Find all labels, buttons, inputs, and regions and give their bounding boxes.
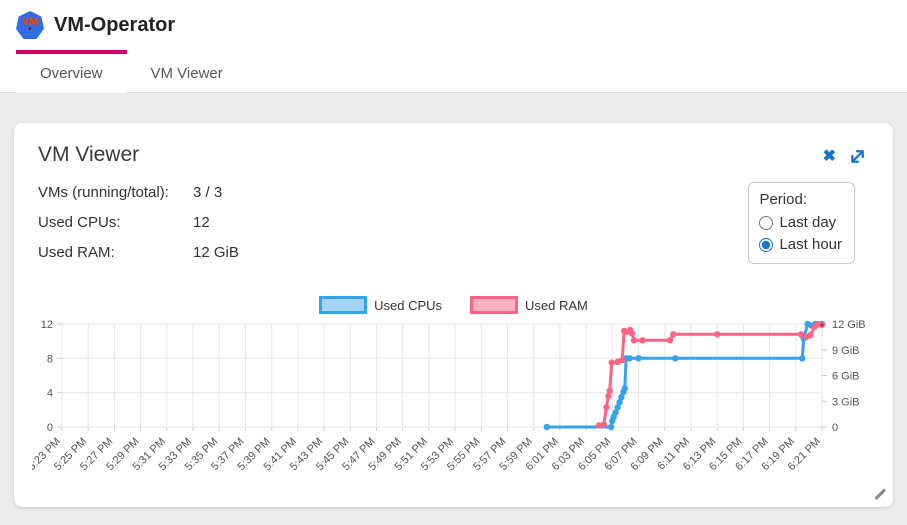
resize-handle-icon: [874, 488, 886, 500]
app-title: VM-Operator: [54, 13, 176, 36]
period-label: Period:: [759, 191, 807, 208]
tab-overview-label: Overview: [40, 64, 103, 82]
svg-text:4: 4: [47, 388, 53, 400]
period-option-last-day[interactable]: Last day: [759, 214, 842, 231]
stats-and-period-row: VMs (running/total): 3 / 3 Used CPUs: 12…: [38, 182, 869, 274]
stat-cpus-value: 12: [193, 214, 210, 231]
used-ram-legend-label: Used RAM: [525, 297, 588, 313]
expand-button[interactable]: [846, 145, 869, 168]
logo-text: VM: [21, 16, 39, 28]
last-hour-label: Last hour: [779, 236, 842, 253]
tab-overview[interactable]: Overview: [16, 50, 127, 93]
usage-chart-canvas: 5:23 PM5:25 PM5:27 PM5:29 PM5:31 PM5:33 …: [26, 319, 866, 473]
tab-vm-viewer[interactable]: VM Viewer: [126, 50, 247, 92]
svg-text:0: 0: [832, 422, 838, 434]
resize-handle[interactable]: [872, 486, 888, 502]
stat-vms-label: VMs (running/total):: [38, 184, 169, 201]
page-content: VM Viewer ✖: [0, 93, 907, 507]
expand-icon: [851, 150, 864, 163]
vm-viewer-card: VM Viewer ✖: [14, 123, 893, 507]
svg-text:0: 0: [47, 422, 53, 434]
period-option-last-hour[interactable]: Last hour: [759, 236, 842, 253]
vm-operator-logo-icon: VM ▾: [16, 11, 44, 39]
usage-chart: 5:23 PM 5:25 PM 5:27 PM 5:29 PM 5:31 PM 5:33 …: [26, 318, 869, 495]
used-cpus-swatch: [319, 296, 368, 314]
legend-item-used-cpus[interactable]: Used CPUs: [319, 296, 442, 314]
svg-text:8: 8: [47, 353, 53, 365]
stat-ram: Used RAM: 12 GiB: [38, 244, 239, 261]
last-day-label: Last day: [779, 214, 837, 231]
used-ram-swatch: [470, 296, 519, 314]
tab-vm-viewer-label: VM Viewer: [150, 64, 223, 82]
svg-text:12 GiB: 12 GiB: [832, 319, 866, 331]
stat-ram-label: Used RAM:: [38, 244, 115, 261]
app-header: VM ▾ VM-Operator: [0, 0, 907, 50]
stat-ram-value: 12 GiB: [193, 244, 239, 261]
svg-text:3 GiB: 3 GiB: [832, 396, 860, 408]
stat-cpus-label: Used CPUs:: [38, 214, 121, 231]
tab-bar: Overview VM Viewer: [0, 50, 907, 93]
stat-vms-value: 3 / 3: [193, 184, 223, 201]
close-icon: ✖: [822, 147, 836, 165]
svg-text:12: 12: [41, 319, 53, 331]
stat-cpus: Used CPUs: 12: [38, 214, 239, 231]
stat-vms: VMs (running/total): 3 / 3: [38, 184, 239, 201]
last-hour-radio[interactable]: [759, 237, 774, 252]
card-header: VM Viewer ✖: [38, 143, 869, 168]
logo-arrow-icon: ▾: [28, 26, 32, 33]
close-button[interactable]: ✖: [821, 147, 838, 167]
stats-list: VMs (running/total): 3 / 3 Used CPUs: 12…: [38, 184, 239, 274]
used-cpus-legend-label: Used CPUs: [374, 297, 443, 313]
svg-text:9 GiB: 9 GiB: [832, 345, 860, 357]
card-title: VM Viewer: [38, 143, 140, 166]
legend-item-used-ram[interactable]: Used RAM: [470, 296, 588, 314]
last-day-radio[interactable]: [759, 215, 774, 230]
period-selector: Period: Last day Last hour: [748, 182, 855, 264]
svg-text:6 GiB: 6 GiB: [832, 371, 860, 383]
chart-legend: Used CPUs Used RAM: [38, 296, 869, 314]
card-actions: ✖: [821, 145, 869, 168]
